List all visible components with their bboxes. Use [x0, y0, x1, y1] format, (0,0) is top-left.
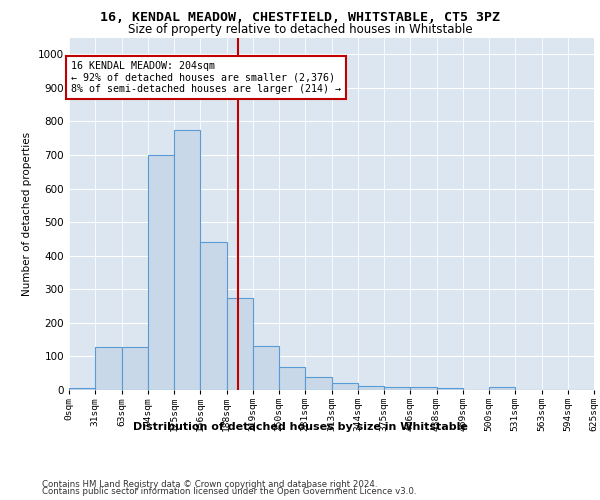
Text: Size of property relative to detached houses in Whitstable: Size of property relative to detached ho… — [128, 22, 472, 36]
Bar — [227, 298, 253, 390]
Bar — [437, 388, 463, 390]
Bar — [95, 347, 121, 390]
Bar — [331, 382, 358, 390]
Bar — [410, 386, 437, 390]
Bar — [358, 386, 384, 390]
Bar — [69, 388, 95, 390]
Bar — [279, 366, 305, 390]
Text: Contains public sector information licensed under the Open Government Licence v3: Contains public sector information licen… — [42, 487, 416, 496]
Text: 16, KENDAL MEADOW, CHESTFIELD, WHITSTABLE, CT5 3PZ: 16, KENDAL MEADOW, CHESTFIELD, WHITSTABL… — [100, 11, 500, 24]
Bar — [148, 155, 174, 390]
Bar — [121, 347, 148, 390]
Bar — [305, 377, 331, 390]
Text: Contains HM Land Registry data © Crown copyright and database right 2024.: Contains HM Land Registry data © Crown c… — [42, 480, 377, 489]
Bar — [384, 386, 410, 390]
Text: 16 KENDAL MEADOW: 204sqm
← 92% of detached houses are smaller (2,376)
8% of semi: 16 KENDAL MEADOW: 204sqm ← 92% of detach… — [71, 61, 341, 94]
Bar — [200, 242, 227, 390]
Y-axis label: Number of detached properties: Number of detached properties — [22, 132, 32, 296]
Text: Distribution of detached houses by size in Whitstable: Distribution of detached houses by size … — [133, 422, 467, 432]
Bar — [253, 346, 279, 390]
Bar — [174, 130, 200, 390]
Bar — [489, 388, 515, 390]
